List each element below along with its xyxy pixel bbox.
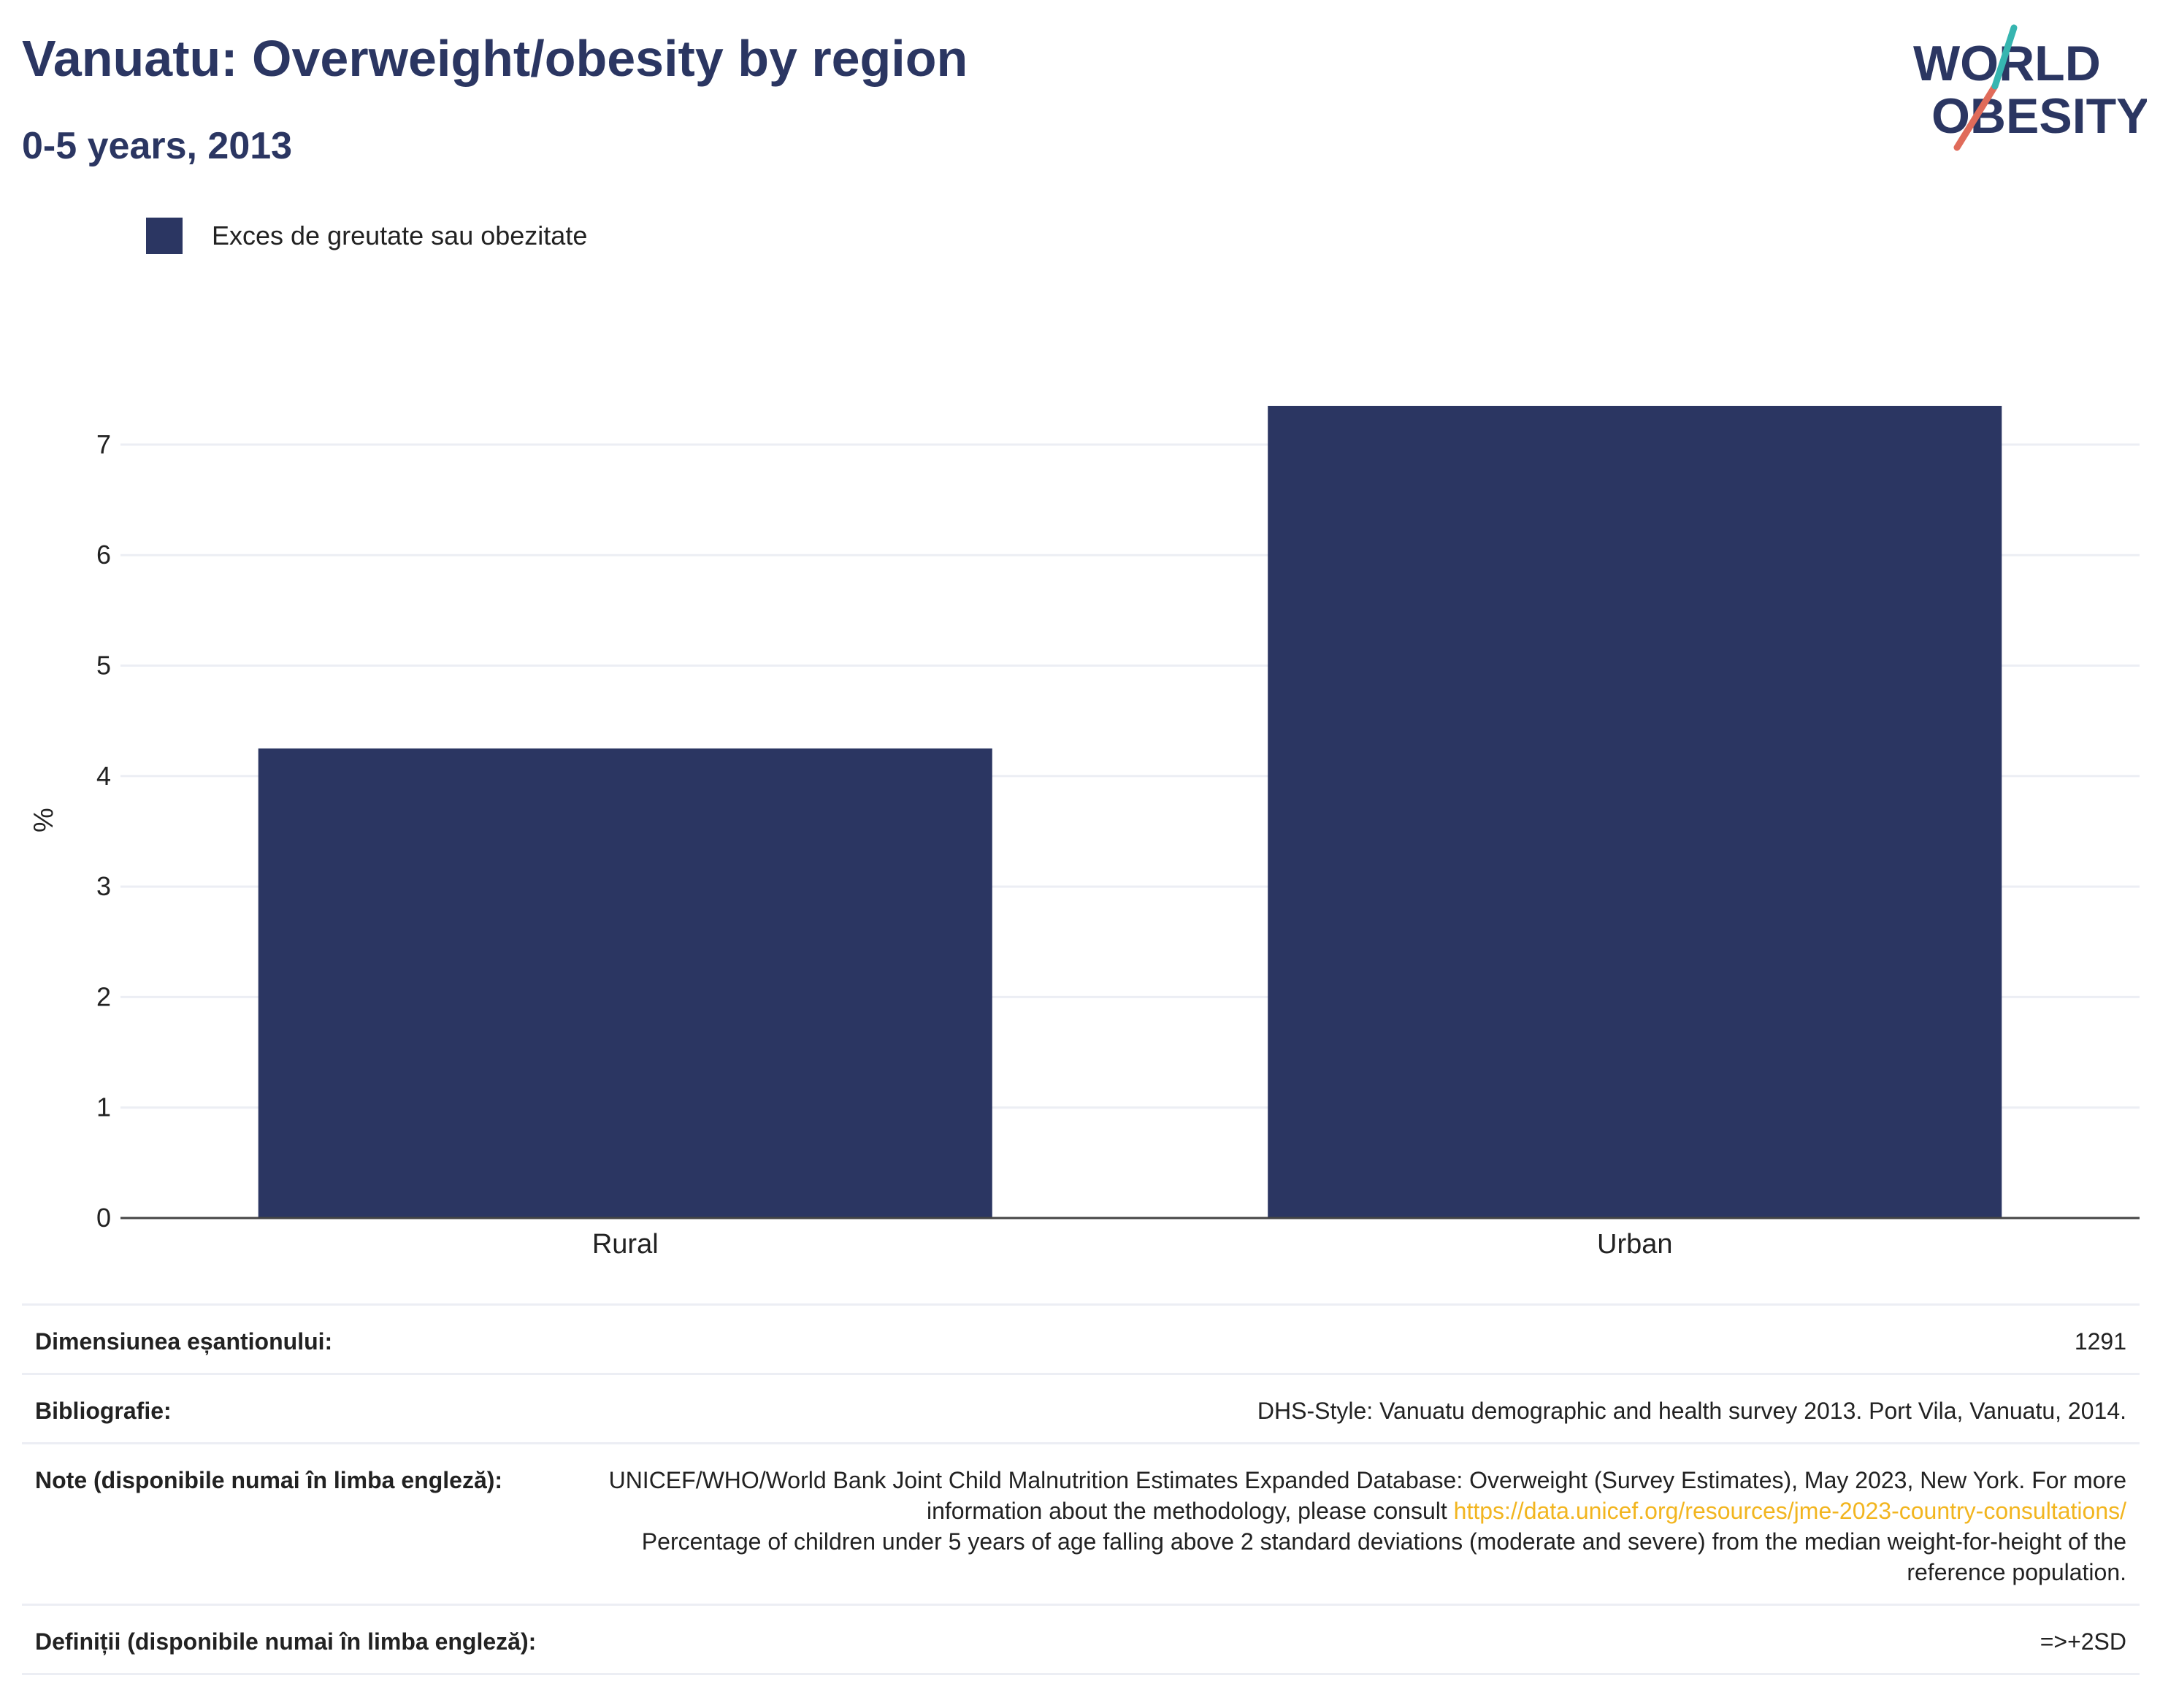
y-tick-label: 3 xyxy=(96,871,111,901)
bibliography-label: Bibliografie: xyxy=(35,1398,172,1424)
y-tick-label: 2 xyxy=(96,981,111,1011)
x-tick-label: Rural xyxy=(592,1229,659,1260)
y-tick-label: 7 xyxy=(96,429,111,459)
y-axis-label: % xyxy=(28,808,59,832)
notes-value: UNICEF/WHO/World Bank Joint Child Malnut… xyxy=(561,1465,2126,1588)
bar-chart: 0 1 2 3 4 5 6 7% Rural Urban xyxy=(28,405,2140,1260)
sample-size-value: 1291 xyxy=(2074,1328,2126,1355)
meta-row-definitions: Definiții (disponibile numai în limba en… xyxy=(22,1604,2140,1675)
y-tick-label: 0 xyxy=(96,1203,111,1233)
notes-link[interactable]: https://data.unicef.org/resources/jme-20… xyxy=(1453,1498,2126,1524)
notes-text-1: UNICEF/WHO/World Bank Joint Child Malnut… xyxy=(608,1467,2126,1524)
notes-label: Note (disponibile numai în limba engleză… xyxy=(35,1467,503,1493)
world-obesity-logo: WORLD OBESITY xyxy=(1913,24,2147,151)
y-tick-label: 5 xyxy=(96,651,111,681)
x-tick-label: Urban xyxy=(1597,1229,1673,1260)
y-tick-label: 1 xyxy=(96,1092,111,1122)
legend-label: Exces de greutate sau obezitate xyxy=(212,221,588,250)
meta-row-sample: Dimensiunea eșantionului: 1291 xyxy=(22,1303,2140,1373)
meta-row-bibliography: Bibliografie: DHS-Style: Vanuatu demogra… xyxy=(22,1373,2140,1442)
definitions-label: Definiții (disponibile numai în limba en… xyxy=(35,1628,537,1655)
page-title: Vanuatu: Overweight/obesity by region xyxy=(22,30,968,87)
sample-size-label: Dimensiunea eșantionului: xyxy=(35,1328,333,1355)
meta-row-notes: Note (disponibile numai în limba engleză… xyxy=(22,1442,2140,1604)
bar-urban xyxy=(1268,405,2002,1218)
notes-text-2: Percentage of children under 5 years of … xyxy=(641,1528,2126,1585)
page-subtitle: 0-5 years, 2013 xyxy=(22,125,293,167)
legend-swatch xyxy=(146,218,183,254)
definitions-value: =>+2SD xyxy=(2040,1628,2126,1655)
y-tick-label: 4 xyxy=(96,761,111,791)
bar-rural xyxy=(258,748,992,1218)
chart-legend: Exces de greutate sau obezitate xyxy=(146,218,587,254)
y-tick-label: 6 xyxy=(96,540,111,570)
metadata-table: Dimensiunea eșantionului: 1291 Bibliogra… xyxy=(22,1303,2140,1675)
bibliography-value: DHS-Style: Vanuatu demographic and healt… xyxy=(1257,1398,2126,1424)
